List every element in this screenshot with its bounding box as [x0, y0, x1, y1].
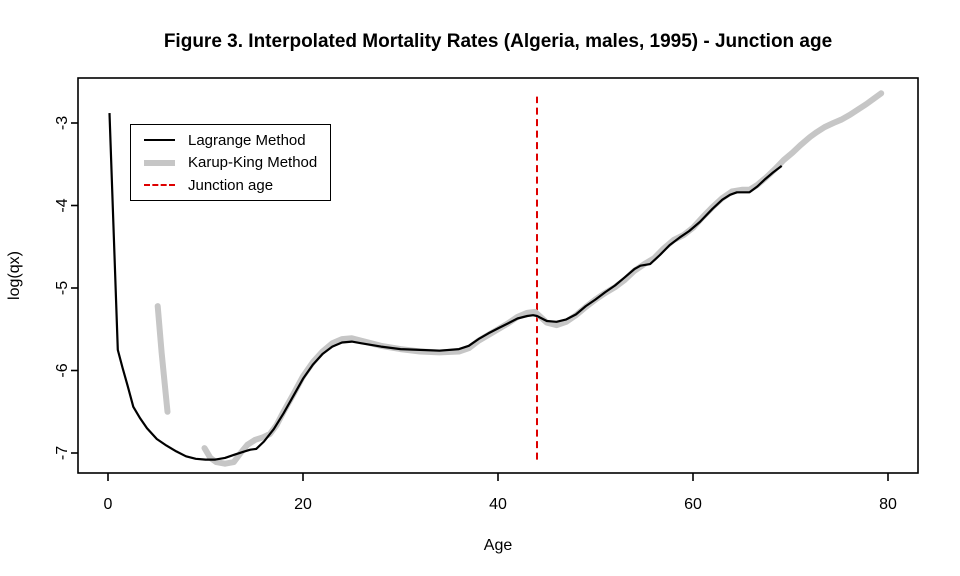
y-axis-tick-label: -5 — [54, 281, 71, 295]
x-axis-tick-label: 60 — [684, 496, 702, 513]
legend-item-karup-king: Karup-King Method — [144, 155, 330, 170]
y-axis-tick-label: -3 — [54, 116, 71, 130]
legend-box: Lagrange Method Karup-King Method Juncti… — [130, 124, 331, 201]
x-axis-title: Age — [484, 537, 513, 554]
y-axis-tick-label: -7 — [54, 446, 71, 460]
legend-label-karup-king: Karup-King Method — [188, 154, 318, 171]
legend-item-lagrange: Lagrange Method — [144, 133, 330, 148]
legend-label-lagrange: Lagrange Method — [188, 131, 306, 149]
chart-title: Figure 3. Interpolated Mortality Rates (… — [163, 31, 833, 52]
lagrange-line-swatch — [144, 139, 175, 141]
legend-item-junction: Junction age — [144, 178, 330, 193]
karup-king-series-line — [154, 303, 171, 415]
karup-king-line-swatch — [144, 159, 175, 166]
junction-line-swatch — [144, 184, 175, 186]
lagrange-series-line — [108, 113, 783, 461]
y-axis-tick-label: -4 — [54, 198, 71, 212]
x-axis-tick-label: 20 — [294, 496, 312, 513]
x-axis-tick-label: 80 — [879, 496, 897, 513]
y-axis-title: log(qx) — [6, 251, 23, 300]
legend-label-junction: Junction age — [188, 176, 274, 194]
x-axis-tick-label: 40 — [489, 496, 507, 513]
y-axis-tick-label: -6 — [54, 363, 71, 377]
x-axis-tick-label: 0 — [104, 496, 113, 513]
